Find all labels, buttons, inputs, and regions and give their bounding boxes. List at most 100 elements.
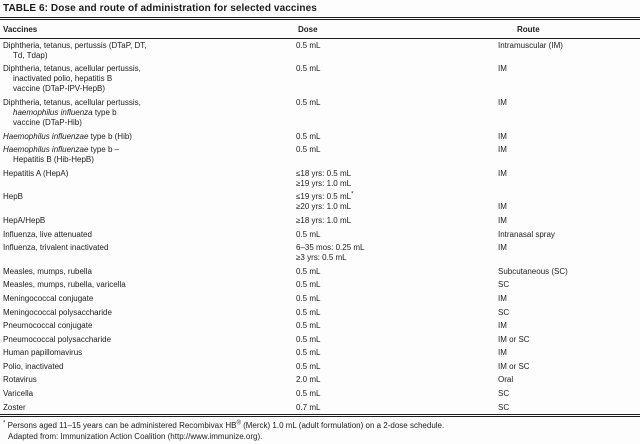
dose-cell: 0.5 mL xyxy=(296,145,498,165)
vaccine-name-cell: Haemophilus influenzae type b – Hepatitis… xyxy=(0,145,296,165)
dose-value: 0.5 mL xyxy=(296,334,321,344)
vaccine-text: Diphtheria, tetanus, acellular pertussis… xyxy=(3,64,141,74)
vaccine-name-cell: Diphtheria, tetanus, acellular pertussis… xyxy=(0,64,296,94)
route-cell: SC xyxy=(498,403,640,413)
route-cell: IM xyxy=(498,243,640,263)
vaccine-name-cell: Influenza, live attenuated xyxy=(0,230,296,240)
dose-value: ≥3 yrs: 0.5 mL xyxy=(296,253,347,263)
dose-value: ≥19 yrs: 1.0 mL xyxy=(296,178,352,188)
route-value: IM xyxy=(498,348,507,358)
vaccine-name: Diphtheria, tetanus, acellular pertussis… xyxy=(3,98,296,108)
vaccine-name: Pneumococcal conjugate xyxy=(3,321,296,331)
vaccine-text: Measles, mumps, rubella, varicella xyxy=(3,280,126,290)
table-title: TABLE 6: Dose and route of administratio… xyxy=(3,3,317,14)
vaccine-name-cell: Diphtheria, tetanus, pertussis (DTaP, DT… xyxy=(0,41,296,61)
dose-value: 0.7 mL xyxy=(296,402,321,412)
dose-cell: 2.0 mL xyxy=(296,375,498,385)
route-value: SC xyxy=(498,280,510,290)
route-cell: SC xyxy=(498,308,640,318)
route-cell: IM or SC xyxy=(498,335,640,345)
vaccine-name: vaccine (DTaP-IPV-HepB) xyxy=(3,84,296,94)
dose-cell: 0.5 mL xyxy=(296,132,498,142)
vaccine-text: Diphtheria, tetanus, pertussis (DTaP, DT… xyxy=(3,40,147,50)
vaccine-text: Diphtheria, tetanus, acellular pertussis… xyxy=(3,97,141,107)
vaccine-text: Zoster xyxy=(3,402,26,412)
vaccine-name-cell: Diphtheria, tetanus, acellular pertussis… xyxy=(0,98,296,128)
vaccine-name-cell: Zoster xyxy=(0,403,296,413)
route-cell: IM xyxy=(498,348,640,358)
vaccine-name-cell: Haemophilus influenzae type b (Hib) xyxy=(0,132,296,142)
dose-value: ≤19 yrs: 0.5 mL* xyxy=(296,191,354,202)
vaccine-text: HepB xyxy=(3,192,24,202)
dose-value: 0.5 mL xyxy=(296,266,321,276)
route-spacer xyxy=(498,192,640,202)
table-row: Meningococcal conjugate 0.5 mL IM xyxy=(0,292,640,306)
dose-cell: 0.5 mL xyxy=(296,267,498,277)
column-header-vaccines: Vaccines xyxy=(3,25,38,34)
dose-cell: ≥18 yrs: 1.0 mL xyxy=(296,216,498,226)
dose-cell: 0.7 mL xyxy=(296,403,498,413)
dose-cell: ≤18 yrs: 0.5 mL ≥19 yrs: 1.0 mL xyxy=(296,169,498,189)
vaccine-name: Influenza, trivalent inactivated xyxy=(3,243,296,253)
route-value: Intramuscular (IM) xyxy=(498,40,563,50)
table-row: HepA/HepB ≥18 yrs: 1.0 mL IM xyxy=(0,214,640,228)
vaccine-name-cell: Human papillomavirus xyxy=(0,348,296,358)
route-value: IM xyxy=(498,215,507,225)
vaccine-text: type b (Hib) xyxy=(88,131,132,141)
vaccine-text: HepA/HepB xyxy=(3,215,46,225)
vaccine-name: Meningococcal polysaccharide xyxy=(3,308,296,318)
vaccine-name-cell: Hepatitis A (HepA) xyxy=(0,169,296,189)
vaccine-name-cell: Influenza, trivalent inactivated xyxy=(0,243,296,263)
dose-value: 0.5 mL xyxy=(296,40,321,50)
table-row: Haemophilus influenzae type b (Hib) 0.5 m… xyxy=(0,130,640,144)
dose-value: 0.5 mL xyxy=(296,307,321,317)
route-cell: Intranasal spray xyxy=(498,230,640,240)
vaccine-name: Hepatitis A (HepA) xyxy=(3,169,296,179)
dose-cell: 0.5 mL xyxy=(296,348,498,358)
vaccine-name: Zoster xyxy=(3,403,296,413)
vaccine-name: Measles, mumps, rubella, varicella xyxy=(3,280,296,290)
route-value: IM xyxy=(498,97,507,107)
vaccine-name: Influenza, live attenuated xyxy=(3,230,296,240)
dose-cell: 0.5 mL xyxy=(296,294,498,304)
dose-cell: 0.5 mL xyxy=(296,335,498,345)
vaccine-text: Influenza, live attenuated xyxy=(3,229,92,239)
route-cell: Oral xyxy=(498,375,640,385)
vaccine-name: Varicella xyxy=(3,389,296,399)
vaccine-text: Influenza, trivalent inactivated xyxy=(3,243,109,253)
vaccine-name: Measles, mumps, rubella xyxy=(3,267,296,277)
vaccine-text: type b xyxy=(92,107,117,117)
vaccine-text: Pneumococcal polysaccharide xyxy=(3,334,112,344)
dose-value: 0.5 mL xyxy=(296,145,321,155)
vaccine-name: Haemophilus influenzae type b – xyxy=(3,145,296,155)
table-header-row: Vaccines Dose Route xyxy=(0,20,640,38)
route-value: SC xyxy=(498,307,510,317)
vaccine-text: vaccine (DTaP-Hib) xyxy=(13,117,82,127)
vaccine-text: Td, Tdap) xyxy=(13,50,48,60)
table-row: Zoster 0.7 mL SC xyxy=(0,401,640,415)
vaccine-name-cell: HepB xyxy=(0,192,296,212)
dose-value: 0.5 mL xyxy=(296,293,321,303)
vaccine-name-cell: HepA/HepB xyxy=(0,216,296,226)
route-cell: SC xyxy=(498,389,640,399)
dose-cell: 0.5 mL xyxy=(296,362,498,372)
table-row: Measles, mumps, rubella 0.5 mL Subcutaneou… xyxy=(0,265,640,279)
table-row: Pneumococcal polysaccharide 0.5 mL IM or S… xyxy=(0,333,640,347)
dose-value: 0.5 mL xyxy=(296,280,321,290)
table-row: Diphtheria, tetanus, pertussis (DTaP, DT… xyxy=(0,39,640,63)
dose-cell: 0.5 mL xyxy=(296,230,498,240)
vaccine-name: Td, Tdap) xyxy=(3,51,296,61)
dose-value: 2.0 mL xyxy=(296,375,321,385)
header-rule xyxy=(0,38,640,39)
route-value: IM xyxy=(498,131,507,141)
vaccine-text: type b – xyxy=(88,145,120,155)
route-value: SC xyxy=(498,389,510,399)
latin-name: Haemophilus influenzae xyxy=(3,131,89,141)
vaccine-name: vaccine (DTaP-Hib) xyxy=(3,118,296,128)
table-row: Diphtheria, tetanus, acellular pertussis… xyxy=(0,63,640,97)
dose-value: ≥18 yrs: 1.0 mL xyxy=(296,215,352,225)
vaccine-name: HepA/HepB xyxy=(3,216,296,226)
vaccine-text: Human papillomavirus xyxy=(3,348,83,358)
dose-value: 0.5 mL xyxy=(296,64,321,74)
